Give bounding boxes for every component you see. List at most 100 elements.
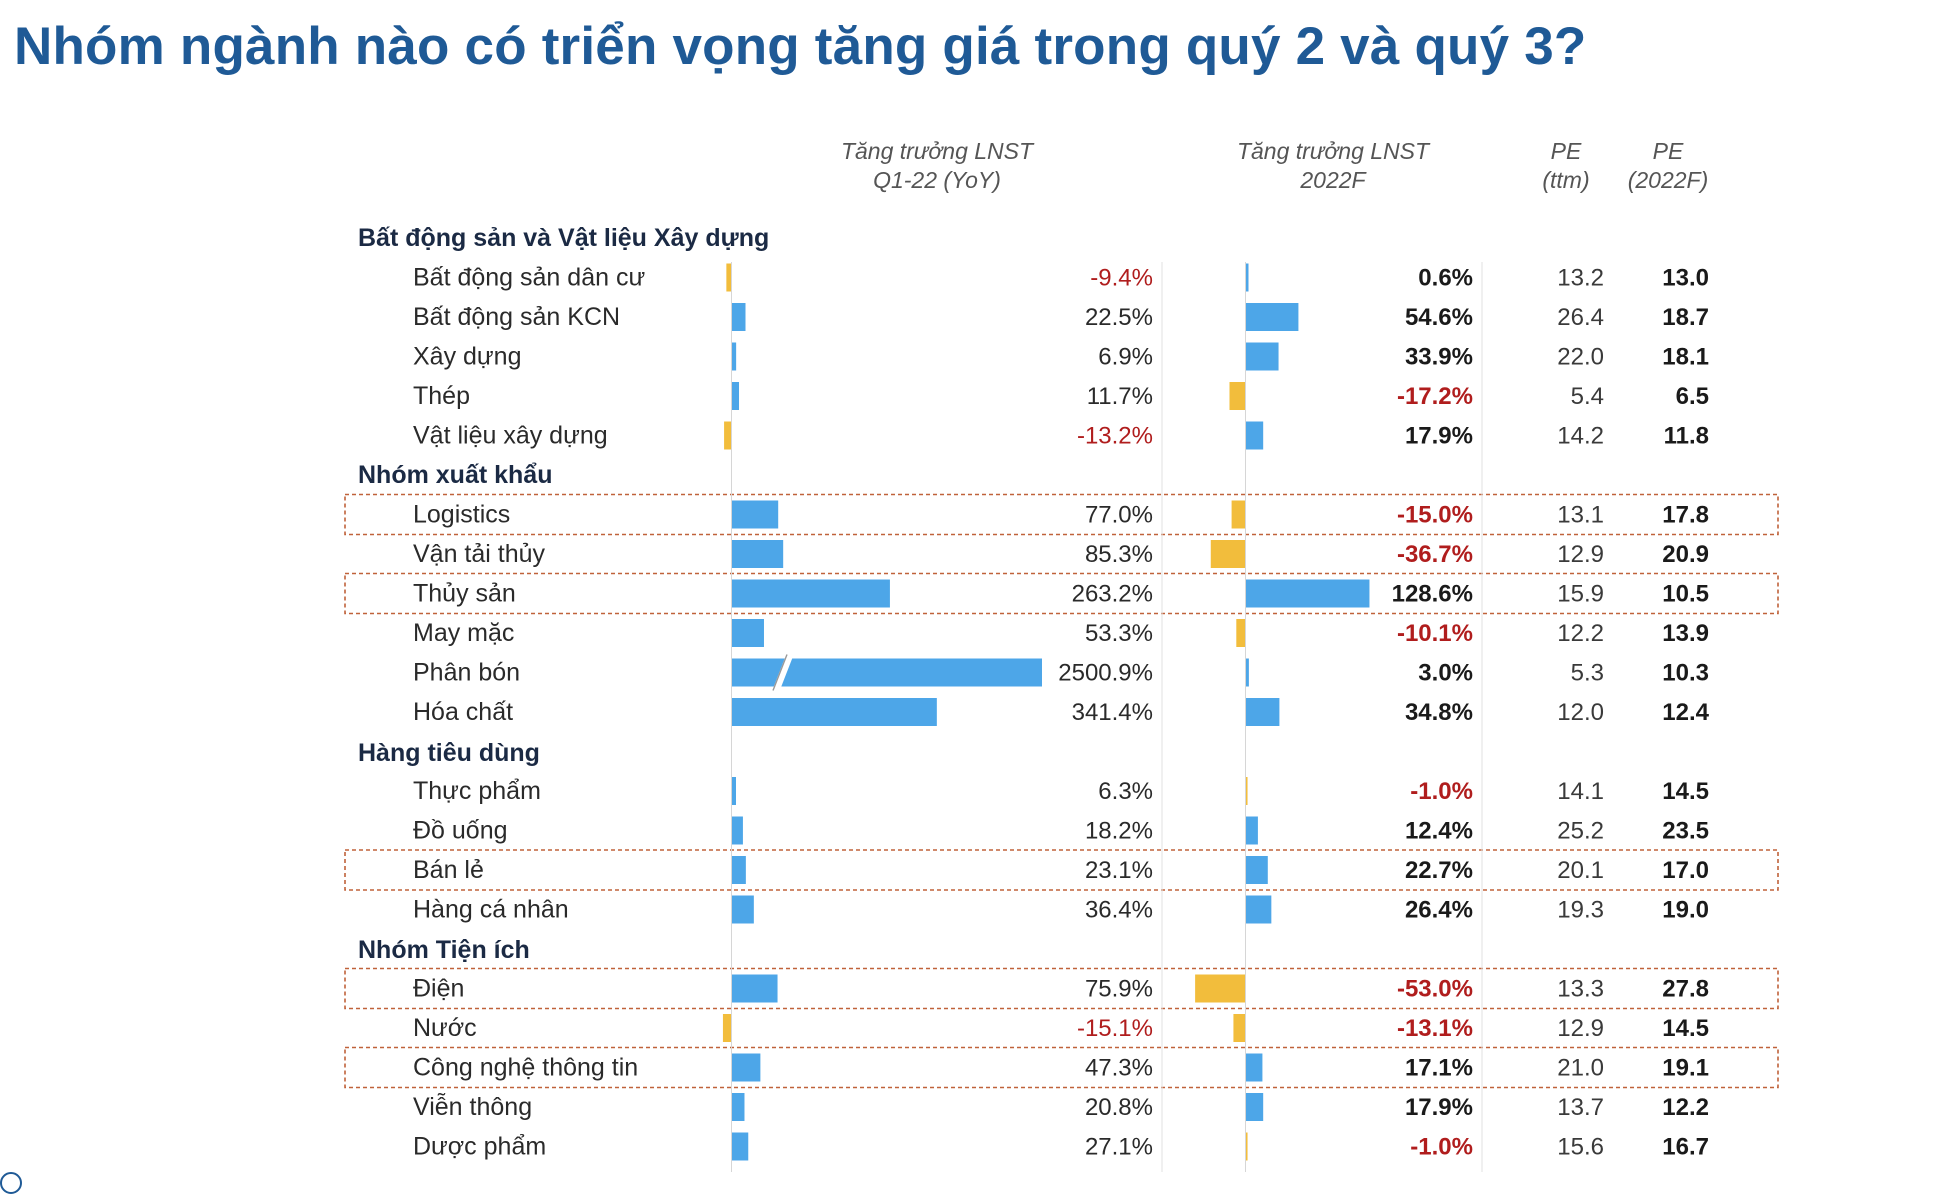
pe-2022f-value: 17.0 [1662, 857, 1709, 884]
fy-bar [1246, 303, 1299, 331]
row-label: Nước [413, 1014, 477, 1042]
q1-value-label: 27.1% [1085, 1134, 1153, 1161]
fy-bar [1210, 540, 1246, 568]
row-label: Vật liệu xây dựng [413, 422, 608, 450]
pe-ttm-value: 25.2 [1557, 818, 1604, 845]
highlight-box [344, 849, 1779, 891]
q1-bar [732, 619, 764, 647]
pe-2022f-value: 11.8 [1664, 423, 1709, 450]
row-label: Vận tải thủy [413, 540, 546, 568]
fy-bar [1246, 1053, 1263, 1082]
fy-value-label: -17.2% [1397, 383, 1473, 410]
q1-value-label: 85.3% [1085, 541, 1153, 568]
row-label: Bán lẻ [413, 856, 484, 884]
q1-value-label: 22.5% [1085, 304, 1153, 331]
pe-2022f-value: 13.0 [1662, 265, 1709, 292]
fy-bar [1246, 698, 1280, 726]
pe-ttm-value: 12.2 [1557, 620, 1604, 647]
q1-value-label: 263.2% [1072, 581, 1153, 608]
pe-ttm-value: 22.0 [1557, 344, 1604, 371]
q1-value-label: 77.0% [1085, 502, 1153, 529]
group-heading: Nhóm Tiện ích [358, 936, 530, 964]
row-label: Thủy sản [413, 580, 516, 608]
pe-ttm-value: 5.4 [1571, 383, 1604, 410]
pe-ttm-value: 20.1 [1557, 857, 1604, 884]
row-label: Xây dựng [413, 343, 521, 371]
q1-value-label: -13.2% [1077, 423, 1153, 450]
column-header: PE [1551, 138, 1582, 164]
q1-bar [732, 382, 740, 410]
row-label: Phân bón [413, 659, 520, 687]
pe-ttm-value: 13.1 [1557, 502, 1604, 529]
pe-ttm-value: 13.3 [1557, 976, 1604, 1003]
pe-2022f-value: 14.5 [1662, 778, 1709, 805]
fy-bar [1246, 579, 1370, 608]
pe-ttm-value: 13.2 [1557, 265, 1604, 292]
column-header: (ttm) [1542, 167, 1589, 193]
q1-bar [732, 777, 736, 805]
q1-bar [732, 1053, 761, 1082]
highlight-box [344, 572, 1779, 615]
highlight-box [344, 967, 1779, 1010]
pe-ttm-value: 14.1 [1557, 778, 1604, 805]
fy-value-label: 128.6% [1392, 581, 1473, 608]
fy-value-label: 26.4% [1405, 897, 1473, 924]
fy-bar [1246, 421, 1264, 450]
row-label: Hàng cá nhân [413, 896, 569, 924]
q1-bar [732, 698, 937, 726]
fy-bar [1233, 1014, 1246, 1042]
pe-ttm-value: 5.3 [1571, 660, 1604, 687]
q1-bar [732, 303, 746, 331]
fy-value-label: -15.0% [1397, 502, 1473, 529]
page-title: Nhóm ngành nào có triển vọng tăng giá tr… [14, 17, 1587, 76]
pe-2022f-value: 23.5 [1662, 818, 1709, 845]
q1-value-label: 53.3% [1085, 620, 1153, 647]
row-label: Bất động sản dân cư [413, 264, 645, 292]
column-header: 2022F [1299, 167, 1367, 193]
fy-value-label: 17.9% [1405, 1094, 1473, 1121]
q1-bar [724, 421, 732, 450]
axis-break-line [772, 654, 788, 691]
q1-bar [732, 1093, 745, 1121]
fy-value-label: -10.1% [1397, 620, 1473, 647]
row-label: Viễn thông [413, 1092, 532, 1121]
column-header: PE [1653, 138, 1684, 164]
pe-ttm-value: 15.6 [1557, 1134, 1604, 1161]
q1-bar [732, 342, 737, 371]
q1-value-label: 18.2% [1085, 818, 1153, 845]
pe-2022f-value: 18.1 [1662, 344, 1709, 371]
row-label: Logistics [413, 501, 510, 529]
pe-ttm-value: 12.9 [1557, 541, 1604, 568]
q1-value-label: 20.8% [1085, 1094, 1153, 1121]
pe-ttm-value: 13.7 [1557, 1094, 1604, 1121]
q1-value-label: 47.3% [1085, 1055, 1153, 1082]
fy-bar [1246, 895, 1272, 924]
fy-value-label: -36.7% [1397, 541, 1473, 568]
pe-ttm-value: 12.9 [1557, 1015, 1604, 1042]
q1-bar [732, 1132, 749, 1161]
pe-ttm-value: 19.3 [1557, 897, 1604, 924]
group-heading: Hàng tiêu dùng [358, 739, 540, 767]
pe-2022f-value: 19.0 [1662, 897, 1709, 924]
row-label: Đồ uống [413, 817, 508, 845]
q1-bar [732, 816, 743, 845]
pe-2022f-value: 27.8 [1662, 976, 1709, 1003]
q1-value-label: -15.1% [1077, 1015, 1153, 1042]
pe-2022f-value: 19.1 [1662, 1055, 1709, 1082]
pe-2022f-value: 16.7 [1662, 1134, 1709, 1161]
q1-value-label: 6.9% [1098, 344, 1153, 371]
pe-2022f-value: 12.4 [1662, 699, 1709, 726]
row-label: Điện [413, 975, 464, 1003]
pe-2022f-value: 17.8 [1662, 502, 1709, 529]
fy-value-label: -1.0% [1410, 1134, 1473, 1161]
q1-value-label: 2500.9% [1058, 660, 1153, 687]
pe-2022f-value: 12.2 [1662, 1094, 1709, 1121]
row-label: Hóa chất [413, 698, 513, 726]
pe-2022f-value: 10.5 [1662, 581, 1709, 608]
fy-bar [1246, 342, 1279, 371]
fy-bar [1246, 263, 1249, 292]
fy-bar [1245, 777, 1248, 805]
highlight-box [344, 493, 1779, 536]
q1-bar [722, 1014, 732, 1042]
highlight-box [344, 1046, 1779, 1089]
